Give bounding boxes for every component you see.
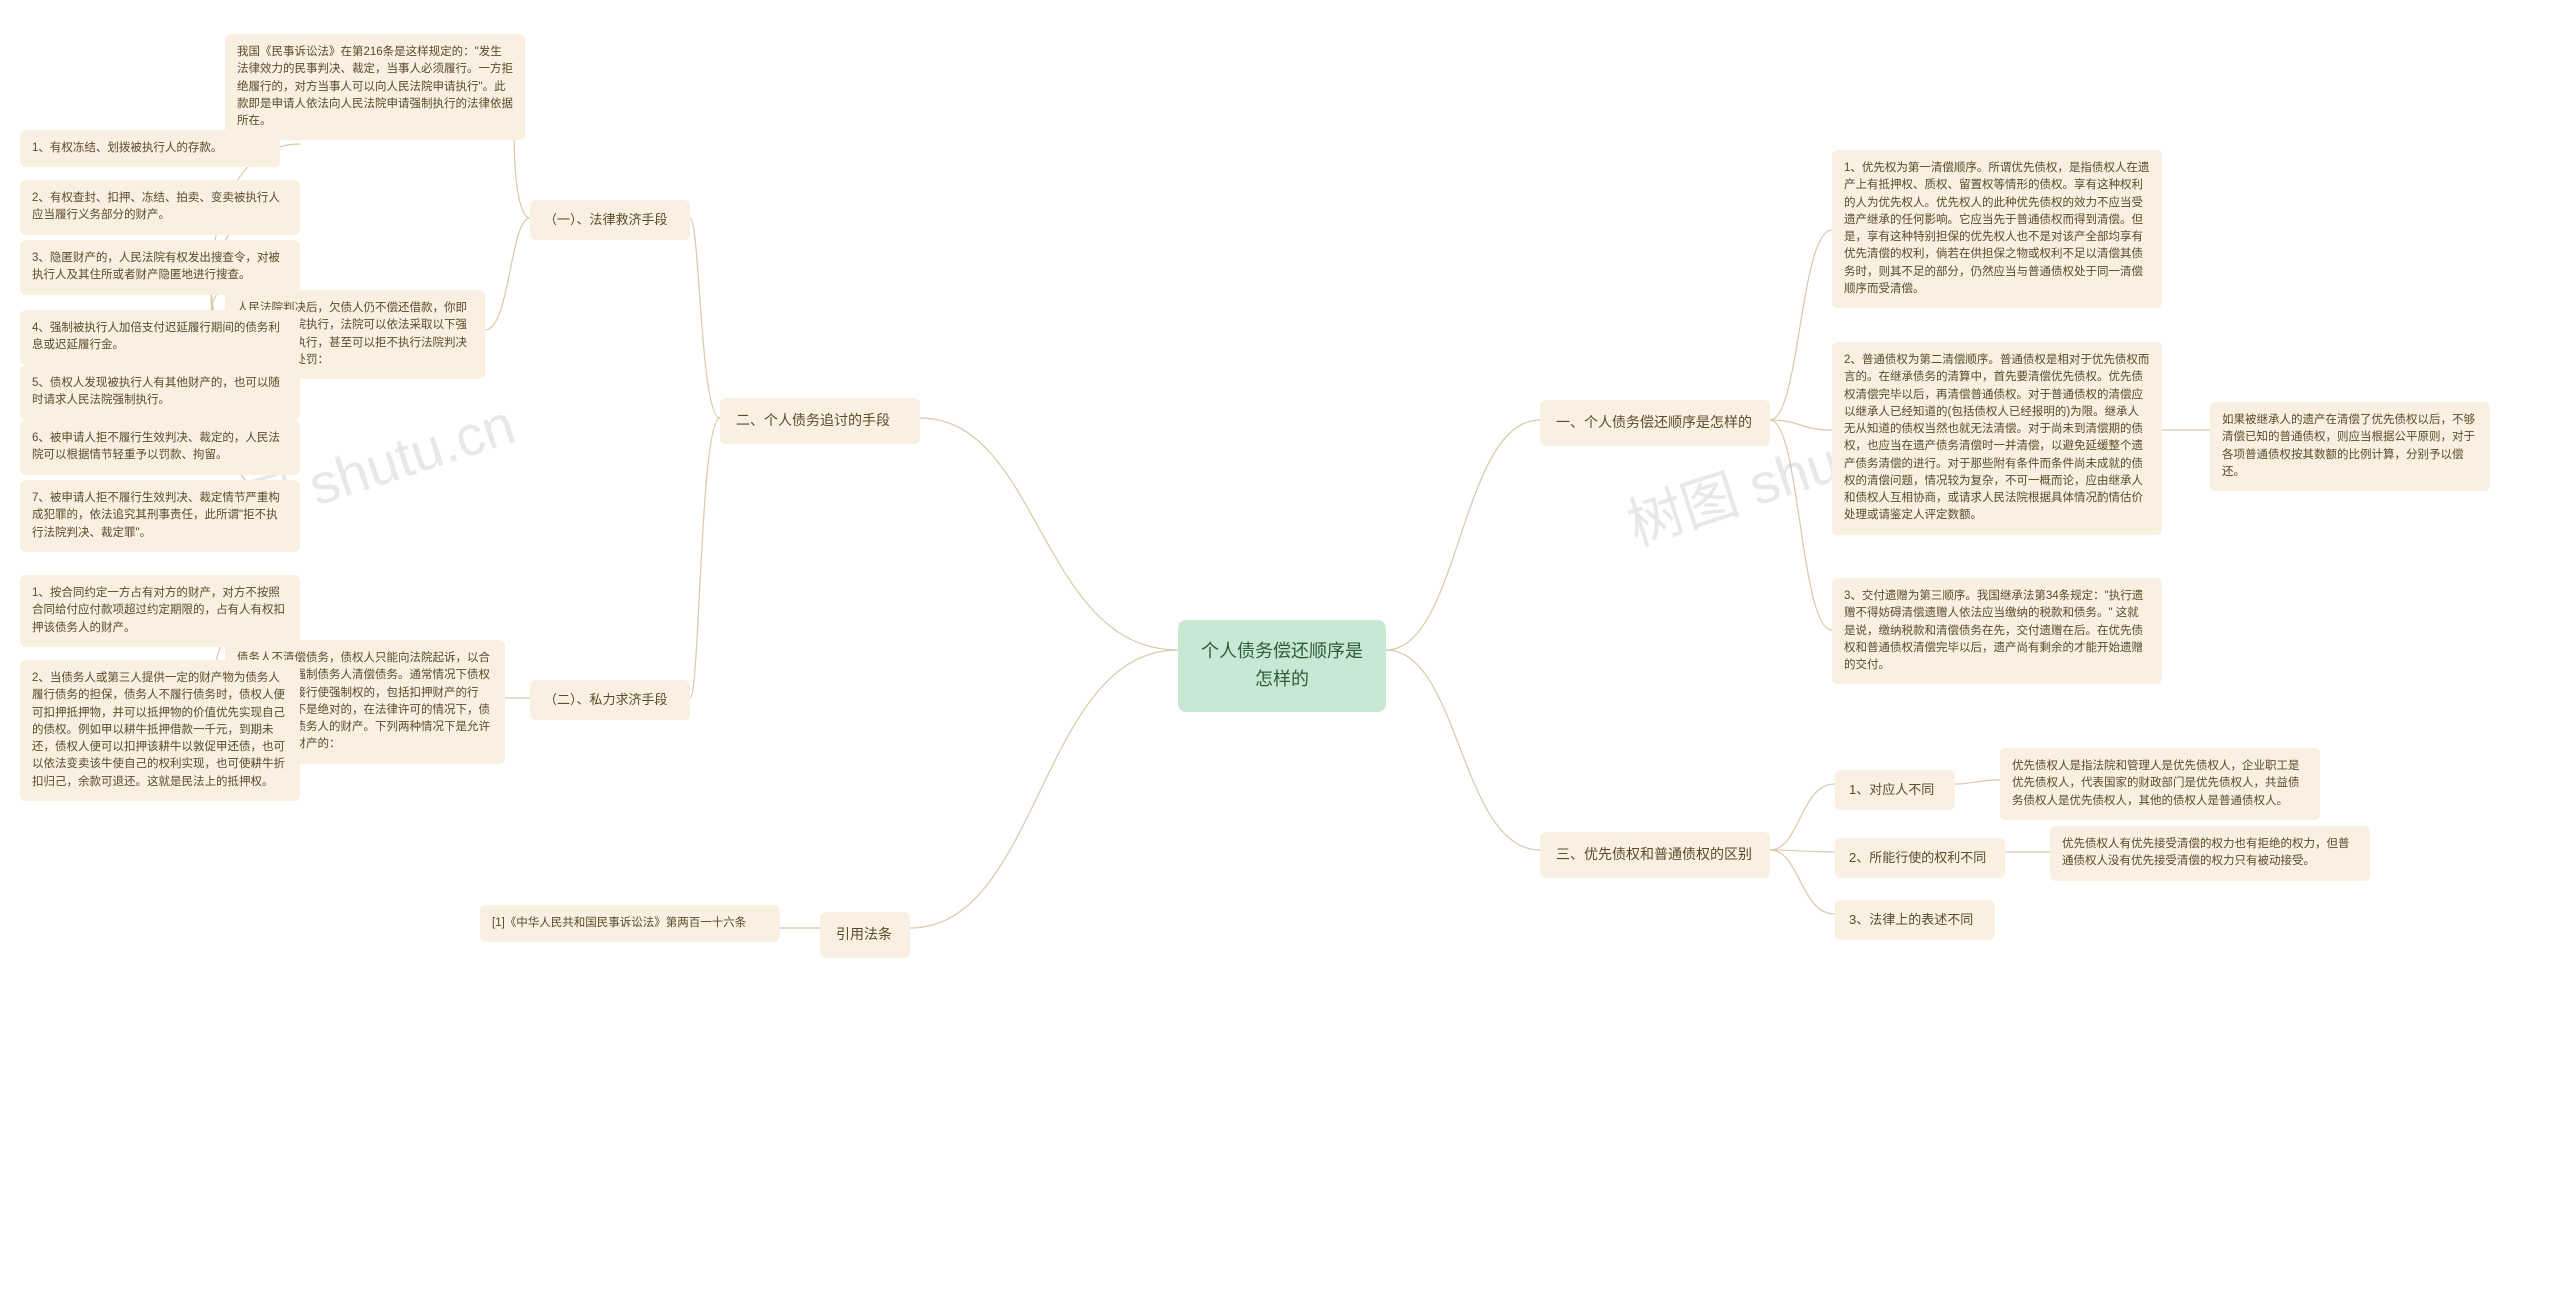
legal-item-5: 5、债权人发现被执行人有其他财产的，也可以随时请求人民法院强制执行。 [20, 365, 300, 420]
diff-sub-1: 1、对应人不同 [1835, 770, 1955, 810]
diff-sub-2: 2、所能行使的权利不同 [1835, 838, 2005, 878]
order-item-2: 2、普通债权为第二清偿顺序。普通债权是相对于优先债权而言的。在继承债务的清算中，… [1832, 342, 2162, 535]
branch-difference: 三、优先债权和普通债权的区别 [1540, 832, 1770, 878]
order-item-1: 1、优先权为第一清偿顺序。所谓优先债权，是指债权人在遗产上有抵押权、质权、留置权… [1832, 150, 2162, 308]
method-legal: （一）、法律救济手段 [530, 200, 690, 240]
private-item-2: 2、当债务人或第三人提供一定的财产物为债务人履行债务的担保，债务人不履行债务时，… [20, 660, 300, 801]
branch-collection-methods: 二、个人债务追讨的手段 [720, 398, 920, 444]
branch-order: 一、个人债务偿还顺序是怎样的 [1540, 400, 1770, 446]
legal-item-2: 2、有权查封、扣押、冻结、拍卖、变卖被执行人应当履行义务部分的财产。 [20, 180, 300, 235]
legal-item-4: 4、强制被执行人加倍支付迟延履行期间的债务利息或迟延履行金。 [20, 310, 300, 365]
diff-sub-1-detail: 优先债权人是指法院和管理人是优先债权人，企业职工是优先债权人，代表国家的财政部门… [2000, 748, 2320, 820]
legal-item-6: 6、被申请人拒不履行生效判决、裁定的，人民法院可以根据情节轻重予以罚款、拘留。 [20, 420, 300, 475]
method-private: （二）、私力求济手段 [530, 680, 690, 720]
citation-detail: [1]《中华人民共和国民事诉讼法》第两百一十六条 [480, 905, 780, 942]
branch-citation: 引用法条 [820, 912, 910, 958]
legal-item-3: 3、隐匿财产的，人民法院有权发出搜查令，对被执行人及其住所或者财产隐匿地进行搜查… [20, 240, 300, 295]
legal-item-7: 7、被申请人拒不履行生效判决、裁定情节严重构成犯罪的，依法追究其刑事责任，此所谓… [20, 480, 300, 552]
order-item-2-extra: 如果被继承人的遗产在清偿了优先债权以后，不够清偿已知的普通债权，则应当根据公平原… [2210, 402, 2490, 491]
legal-item-1: 1、有权冻结、划拨被执行人的存款。 [20, 130, 280, 167]
diff-sub-3: 3、法律上的表述不同 [1835, 900, 1995, 940]
legal-detail-1: 我国《民事诉讼法》在第216条是这样规定的："发生法律效力的民事判决、裁定，当事… [225, 34, 525, 140]
order-item-3: 3、交付遗赠为第三顺序。我国继承法第34条规定："执行遗赠不得妨碍清偿遗赠人依法… [1832, 578, 2162, 684]
center-topic: 个人债务偿还顺序是怎样的 [1178, 620, 1386, 712]
private-item-1: 1、按合同约定一方占有对方的财产，对方不按照合同给付应付款项超过约定期限的，占有… [20, 575, 300, 647]
diff-sub-2-detail: 优先债权人有优先接受清偿的权力也有拒绝的权力，但普通债权人没有优先接受清偿的权力… [2050, 826, 2370, 881]
